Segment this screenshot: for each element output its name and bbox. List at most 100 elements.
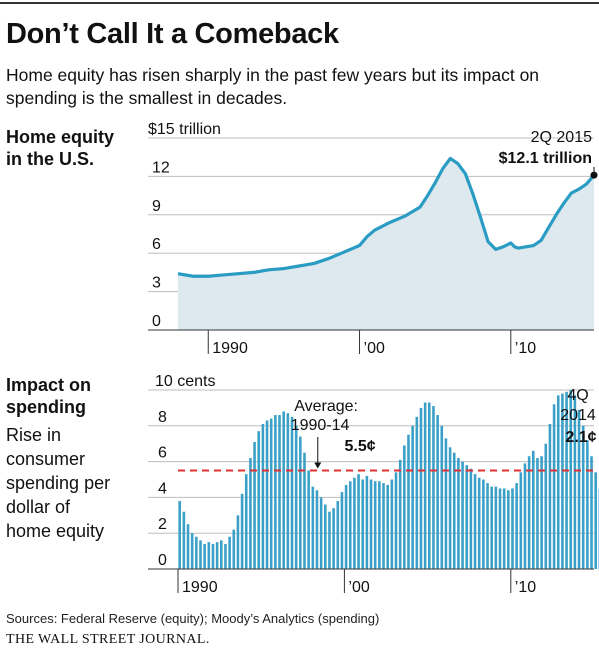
- x-tick-label-1990: 1990: [212, 340, 248, 357]
- y-tick-label-8: 8: [158, 409, 167, 426]
- spending-bar: [473, 474, 477, 569]
- equity-area: [178, 158, 594, 330]
- x-tick-label-1990: 1990: [182, 579, 218, 596]
- subtitle: Home equity has risen sharply in the pas…: [6, 65, 540, 108]
- spending-bar: [469, 468, 473, 569]
- spending-bar: [353, 477, 356, 569]
- spending-bar: [186, 524, 190, 569]
- spending-bar: [249, 458, 252, 569]
- spending-bar: [340, 492, 344, 569]
- spending-bar: [203, 543, 206, 569]
- x-tick-label-’10: ’10: [515, 579, 536, 596]
- spending-bar: [253, 441, 256, 569]
- y-tick-label-0: 0: [158, 552, 167, 569]
- average-value-label: 5.5¢: [345, 438, 376, 455]
- spending-bar: [357, 474, 360, 569]
- y-tick-label-0: 0: [152, 313, 161, 330]
- y-tick-label-3: 3: [152, 275, 161, 292]
- latest-value-label: 2.1¢: [565, 429, 596, 446]
- spending-bar: [261, 424, 265, 569]
- spending-bar: [477, 477, 481, 569]
- spending-bar: [307, 470, 310, 569]
- latest-label-line-2: 2014: [560, 407, 596, 424]
- spending-bar: [294, 425, 298, 569]
- y-tick-label-6: 6: [152, 236, 161, 253]
- average-label-line-2: 1990-14: [291, 417, 350, 434]
- spending-bar: [274, 415, 277, 569]
- spending-bar: [390, 479, 394, 569]
- spending-bar: [224, 543, 227, 569]
- x-tick-label-’00: ’00: [364, 340, 385, 357]
- spending-bar: [236, 515, 240, 569]
- spending-bar: [548, 424, 552, 569]
- spending-bar: [457, 458, 460, 569]
- spending-bar: [257, 431, 261, 569]
- spending-bar: [215, 542, 219, 569]
- spending-bar: [515, 483, 518, 569]
- spending-bar: [240, 493, 244, 569]
- spending-bar: [482, 479, 485, 569]
- masthead-logo: THE WALL STREET JOURNAL.: [6, 632, 210, 647]
- spending-bar: [244, 474, 248, 569]
- spending-bar: [382, 483, 385, 569]
- spending-bar: [394, 472, 398, 569]
- spending-bar: [556, 395, 560, 569]
- spending-bar: [461, 461, 464, 569]
- y-tick-label-4: 4: [158, 480, 167, 497]
- spending-bar: [436, 415, 439, 569]
- x-tick-label-’10: ’10: [515, 340, 536, 357]
- spending-bar: [290, 416, 294, 569]
- spending-bar: [536, 458, 539, 569]
- spending-bar: [498, 488, 502, 569]
- spending-bar: [428, 402, 431, 569]
- spending-bar: [365, 475, 369, 569]
- spending-bar: [265, 420, 269, 569]
- spending-bar: [494, 486, 498, 569]
- spending-bar: [369, 479, 373, 569]
- latest-label-line-1: 4Q: [567, 387, 588, 404]
- spending-title-line-1: Impact on: [6, 375, 92, 395]
- spending-bar: [490, 486, 493, 569]
- top-rule: [0, 2, 599, 4]
- spending-bar: [581, 425, 585, 569]
- spending-bar: [228, 536, 231, 569]
- spending-bar: [502, 488, 506, 569]
- spending-bar: [423, 402, 427, 569]
- spending-bar: [182, 511, 186, 569]
- unit-label: 10 cents: [155, 373, 215, 390]
- spending-bar: [299, 436, 302, 569]
- spending-bar: [269, 418, 273, 569]
- spending-bar: [544, 443, 548, 569]
- spending-bar: [523, 463, 527, 569]
- equity-panel-title: Home equity in the U.S.: [6, 126, 114, 170]
- latest-period-label: 2Q 2015: [531, 129, 592, 146]
- spending-bar: [220, 540, 223, 569]
- spending-bar: [444, 438, 448, 569]
- spending-bar: [315, 490, 319, 569]
- spending-bar: [344, 484, 348, 569]
- source-note: Sources: Federal Reserve (equity); Moody…: [6, 611, 380, 626]
- spending-bar: [232, 529, 236, 569]
- spending-bar: [386, 484, 389, 569]
- spending-bar: [511, 488, 514, 569]
- spending-bar: [565, 391, 568, 569]
- spending-bar: [527, 456, 531, 569]
- home-equity-chart: 0 3 6 9 12 $15 trillion 1990 ’00 ’10 2Q 2015 $12.1…: [148, 121, 598, 357]
- spending-bar: [398, 459, 402, 569]
- average-label-line-1: Average:: [294, 398, 358, 415]
- spending-bar: [540, 456, 543, 569]
- x-tick-label-’00: ’00: [348, 579, 369, 596]
- average-arrow-head: [314, 462, 322, 469]
- spending-bar: [311, 486, 315, 569]
- spending-subtitle-line-1: Rise in: [6, 425, 62, 445]
- y-tick-label-12: 12: [152, 159, 170, 176]
- spending-bar: [336, 500, 340, 569]
- spending-bar: [195, 536, 198, 569]
- spending-bar: [440, 425, 444, 569]
- spending-bar: [577, 409, 581, 569]
- spending-bar: [507, 490, 510, 569]
- spending-bar: [303, 452, 306, 569]
- spending-bar: [328, 511, 331, 569]
- spending-bar: [573, 395, 577, 569]
